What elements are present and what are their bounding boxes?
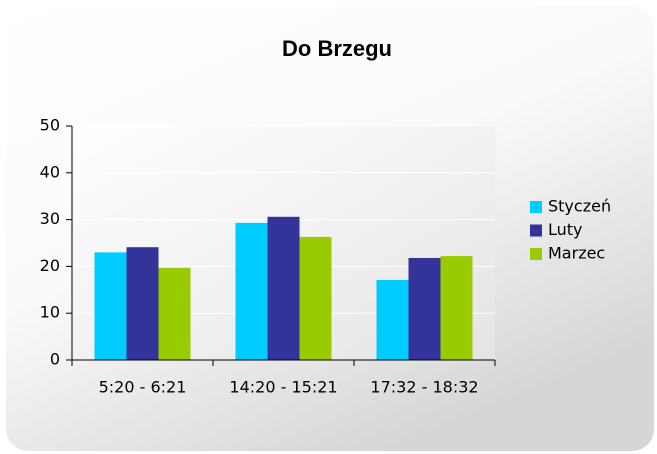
legend-label: Luty [548,220,583,239]
y-tick-label: 30 [40,209,60,228]
bar [440,256,473,360]
bar [158,267,191,360]
x-tick-label: 17:32 - 18:32 [370,378,478,397]
bar [376,279,409,360]
bar [94,252,127,360]
bar [299,236,332,360]
legend-label: Styczeń [548,197,611,216]
bar [267,216,300,360]
chart-title: Do Brzegu [282,36,392,61]
legend-swatch [530,224,542,237]
legend-swatch [530,201,542,213]
y-tick-label: 20 [40,256,60,275]
legend-label: Marzec [548,244,605,263]
legend-swatch [530,248,542,260]
x-tick-label: 5:20 - 6:21 [99,378,187,397]
bar [126,247,159,360]
y-tick-label: 10 [40,303,60,322]
y-tick-label: 40 [40,162,60,181]
bar [408,257,441,360]
x-tick-label: 14:20 - 15:21 [229,378,337,397]
y-tick-label: 50 [40,116,60,135]
y-tick-label: 0 [50,350,60,369]
bar [235,222,268,360]
